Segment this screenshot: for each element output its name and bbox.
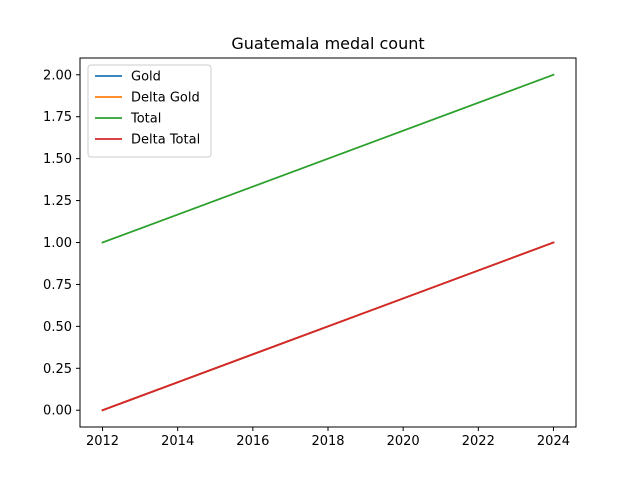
x-tick-label: 2020 [387,434,420,449]
y-tick-label: 0.25 [43,362,72,377]
legend-entry-label: Delta Gold [131,91,200,106]
chart-title: Guatemala medal count [231,34,424,53]
legend-box [87,64,212,158]
series-line-delta-total [101,241,555,412]
y-tick-label: 0.00 [43,404,72,419]
x-tick-label: 2016 [236,434,269,449]
y-tick-label: 0.75 [43,278,72,293]
y-tick-label: 2.00 [43,68,72,83]
legend: Gold Delta Gold Total Delta Total [87,64,212,158]
x-tick-label: 2024 [537,434,570,449]
series-layer [101,73,555,412]
x-tick-label: 2022 [462,434,495,449]
x-axis: 2012 2014 2016 2018 2020 2022 2024 [86,427,570,449]
series-line-total [101,73,555,244]
y-tick-label: 1.25 [43,194,72,209]
x-tick-label: 2014 [161,434,194,449]
x-tick-label: 2012 [86,434,119,449]
y-tick-label: 1.00 [43,236,72,251]
y-tick-label: 0.50 [43,320,72,335]
y-tick-label: 1.75 [43,110,72,125]
x-tick-label: 2018 [311,434,344,449]
y-axis: 0.00 0.25 0.50 0.75 1.00 1.25 1.50 1.75 2.00 [43,68,80,419]
legend-entry-label: Total [130,112,161,127]
legend-entry-label: Delta Total [131,133,200,148]
y-tick-label: 1.50 [43,152,72,167]
legend-entry-label: Gold [131,70,161,85]
